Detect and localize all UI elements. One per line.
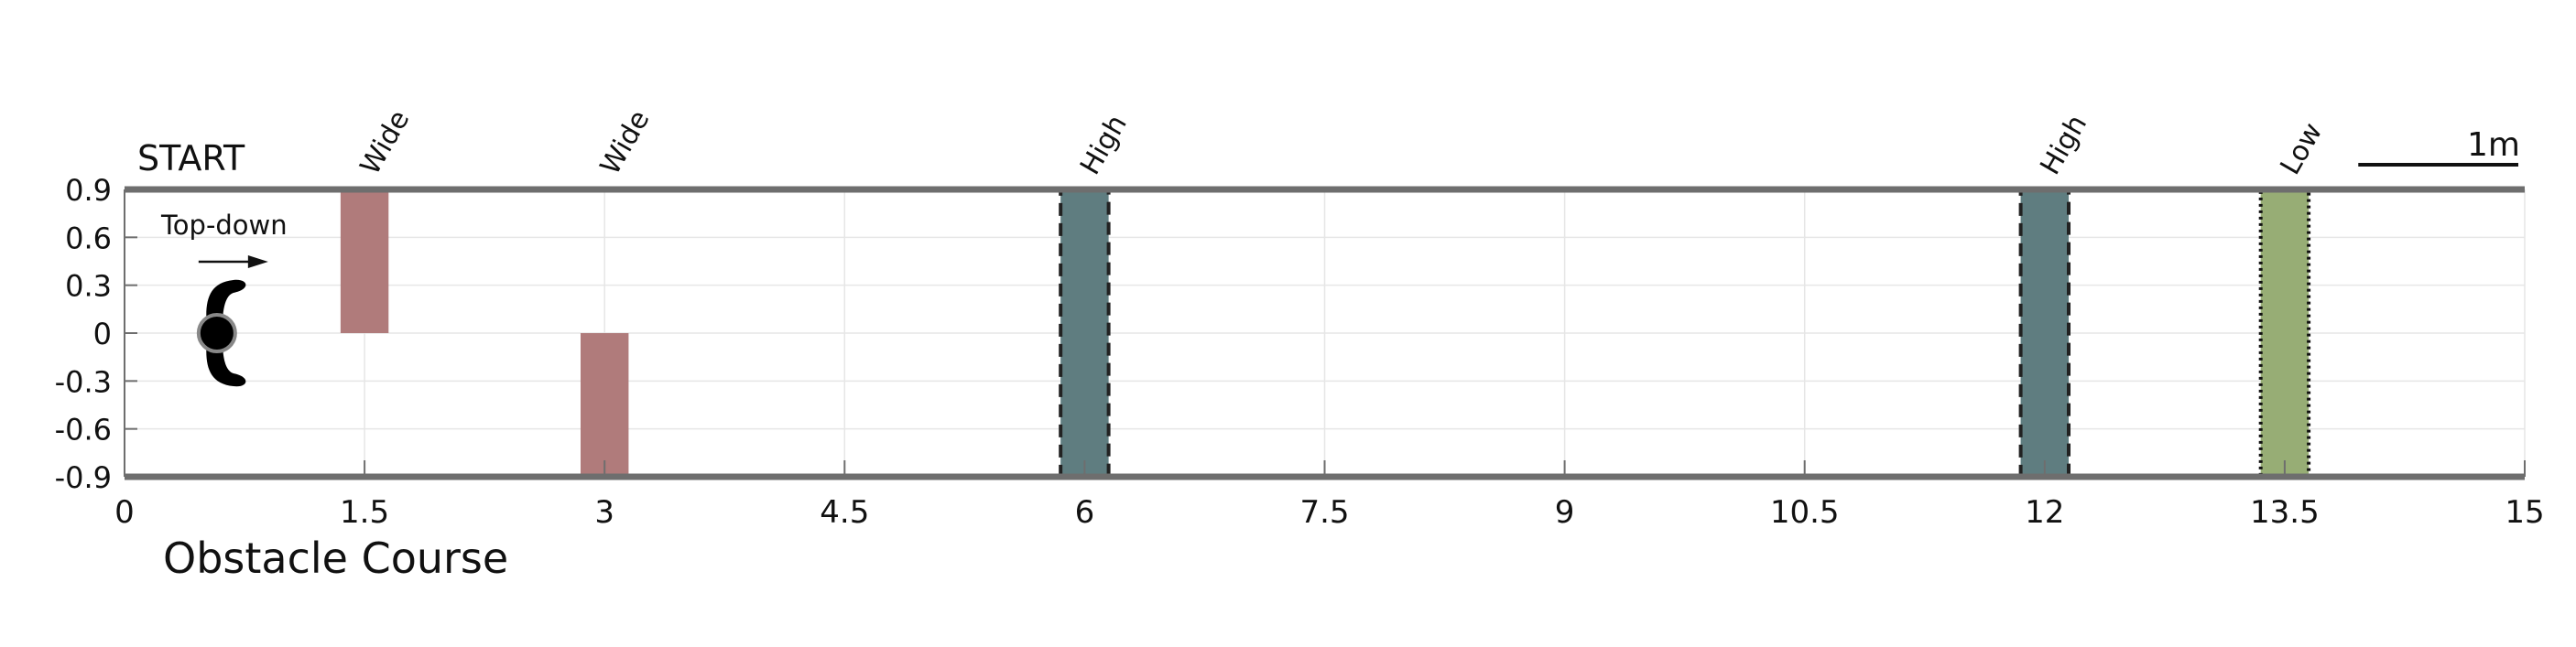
grid-layer	[124, 189, 2526, 478]
scale-bar-label: 1m	[2467, 126, 2520, 164]
obstacle-layer	[340, 188, 2311, 479]
obstacle-label: Wide	[354, 105, 417, 180]
obstacle-bar	[2018, 188, 2071, 479]
x-tick-label: 3	[594, 494, 614, 531]
x-tick-label: 13.5	[2250, 494, 2320, 531]
robot-icon	[196, 279, 246, 387]
obstacle-label: High	[1074, 110, 1134, 180]
axis-layer: 0 1.5 3 4.5 6 7.5 9 10.5 12 13.5 15 0.9 0.6 0.3 0 -0.3 -…	[55, 173, 2545, 531]
y-tick-label: 0.3	[65, 269, 112, 304]
obstacle-bar	[580, 333, 629, 477]
x-tick-label: 7.5	[1299, 494, 1349, 531]
x-tick-label: 12	[2025, 494, 2064, 531]
y-tick-label: -0.9	[55, 460, 112, 495]
obstacle-label: Low	[2275, 117, 2330, 180]
obstacle-bar	[340, 189, 389, 333]
obstacle-label: High	[2034, 110, 2093, 180]
x-tick-label: 1.5	[340, 494, 389, 531]
x-tick-label: 15	[2505, 494, 2544, 531]
x-tick-label: 10.5	[1770, 494, 1840, 531]
x-tick-label: 6	[1075, 494, 1095, 531]
obstacle-label: Wide	[594, 105, 657, 180]
y-tick-label: 0.6	[65, 221, 112, 255]
robot-body-shape	[206, 279, 246, 387]
y-tick-label: -0.6	[55, 413, 112, 448]
x-tick-label: 4.5	[820, 494, 869, 531]
y-tick-label: -0.3	[55, 364, 112, 399]
x-tick-label: 0	[114, 494, 135, 531]
robot-wheel-shape	[196, 313, 237, 353]
robot-annotation-label: Top-down	[160, 210, 288, 241]
x-tick-label: 9	[1555, 494, 1575, 531]
y-tick-label: 0.9	[65, 173, 112, 208]
label-layer: Wide Wide High High Low	[354, 105, 2330, 180]
start-label: START	[137, 138, 245, 178]
chart-title: Obstacle Course	[163, 534, 508, 583]
direction-arrow-icon	[198, 255, 268, 268]
obstacle-bar	[2258, 188, 2311, 479]
obstacle-bar	[1059, 188, 1111, 479]
y-tick-label: 0	[93, 317, 112, 351]
